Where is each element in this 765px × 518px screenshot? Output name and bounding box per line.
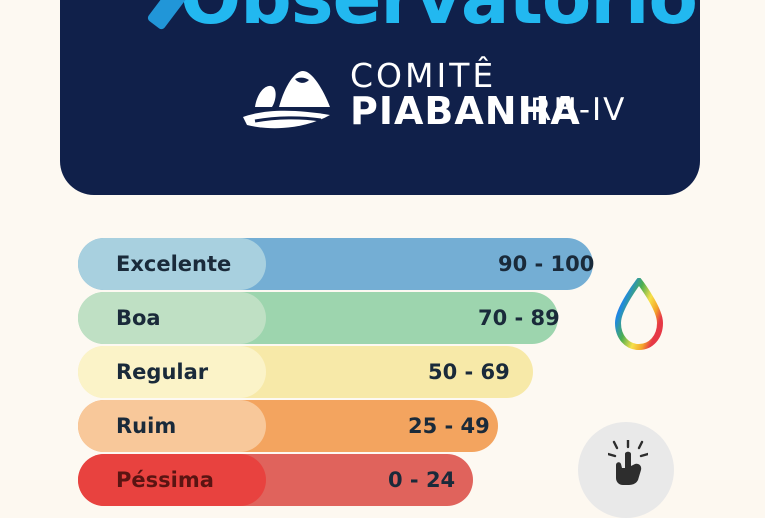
rainbow-droplet-icon (612, 276, 666, 351)
legend-range-text: 50 - 69 (428, 360, 510, 384)
mountain-river-logo-icon (235, 55, 340, 137)
legend-label-text: Ruim (116, 414, 177, 438)
legend-label-pill: Excelente (78, 238, 266, 290)
committee-line2: PIABANHA (350, 89, 581, 133)
legend-label-pill: Ruim (78, 400, 266, 452)
quality-legend: Excelente 90 - 100 Boa 70 - 89 Regular 5… (78, 238, 678, 508)
magnifier-icon (146, 0, 288, 58)
legend-label-text: Regular (116, 360, 209, 384)
region-code-label: RH-IV (530, 92, 627, 128)
committee-block: COMITÊ PIABANHA (235, 55, 581, 137)
list-item[interactable]: Excelente 90 - 100 (78, 238, 678, 290)
list-item[interactable]: Boa 70 - 89 (78, 292, 678, 344)
legend-label-pill: Regular (78, 346, 266, 398)
magnifier-handle (146, 0, 196, 31)
legend-range-text: 90 - 100 (498, 252, 595, 276)
tap-hand-cursor-icon (606, 438, 650, 486)
list-item[interactable]: Regular 50 - 69 (78, 346, 678, 398)
header-card: Observatório COMITÊ PIABANHA RH-IV (60, 0, 700, 195)
legend-range-text: 25 - 49 (408, 414, 490, 438)
legend-label-text: Excelente (116, 252, 232, 276)
legend-label-text: Boa (116, 306, 161, 330)
legend-label-text: Péssima (116, 468, 214, 492)
legend-label-pill: Boa (78, 292, 266, 344)
page-root: Observatório COMITÊ PIABANHA RH-IV (60, 0, 700, 518)
page-title: Observatório (180, 0, 698, 34)
legend-range-text: 70 - 89 (478, 306, 560, 330)
committee-line1: COMITÊ (350, 56, 497, 95)
list-item[interactable]: Ruim 25 - 49 (78, 400, 678, 452)
legend-range-text: 0 - 24 (388, 468, 456, 492)
legend-label-pill: Péssima (78, 454, 266, 506)
committee-text: COMITÊ PIABANHA (350, 59, 581, 132)
